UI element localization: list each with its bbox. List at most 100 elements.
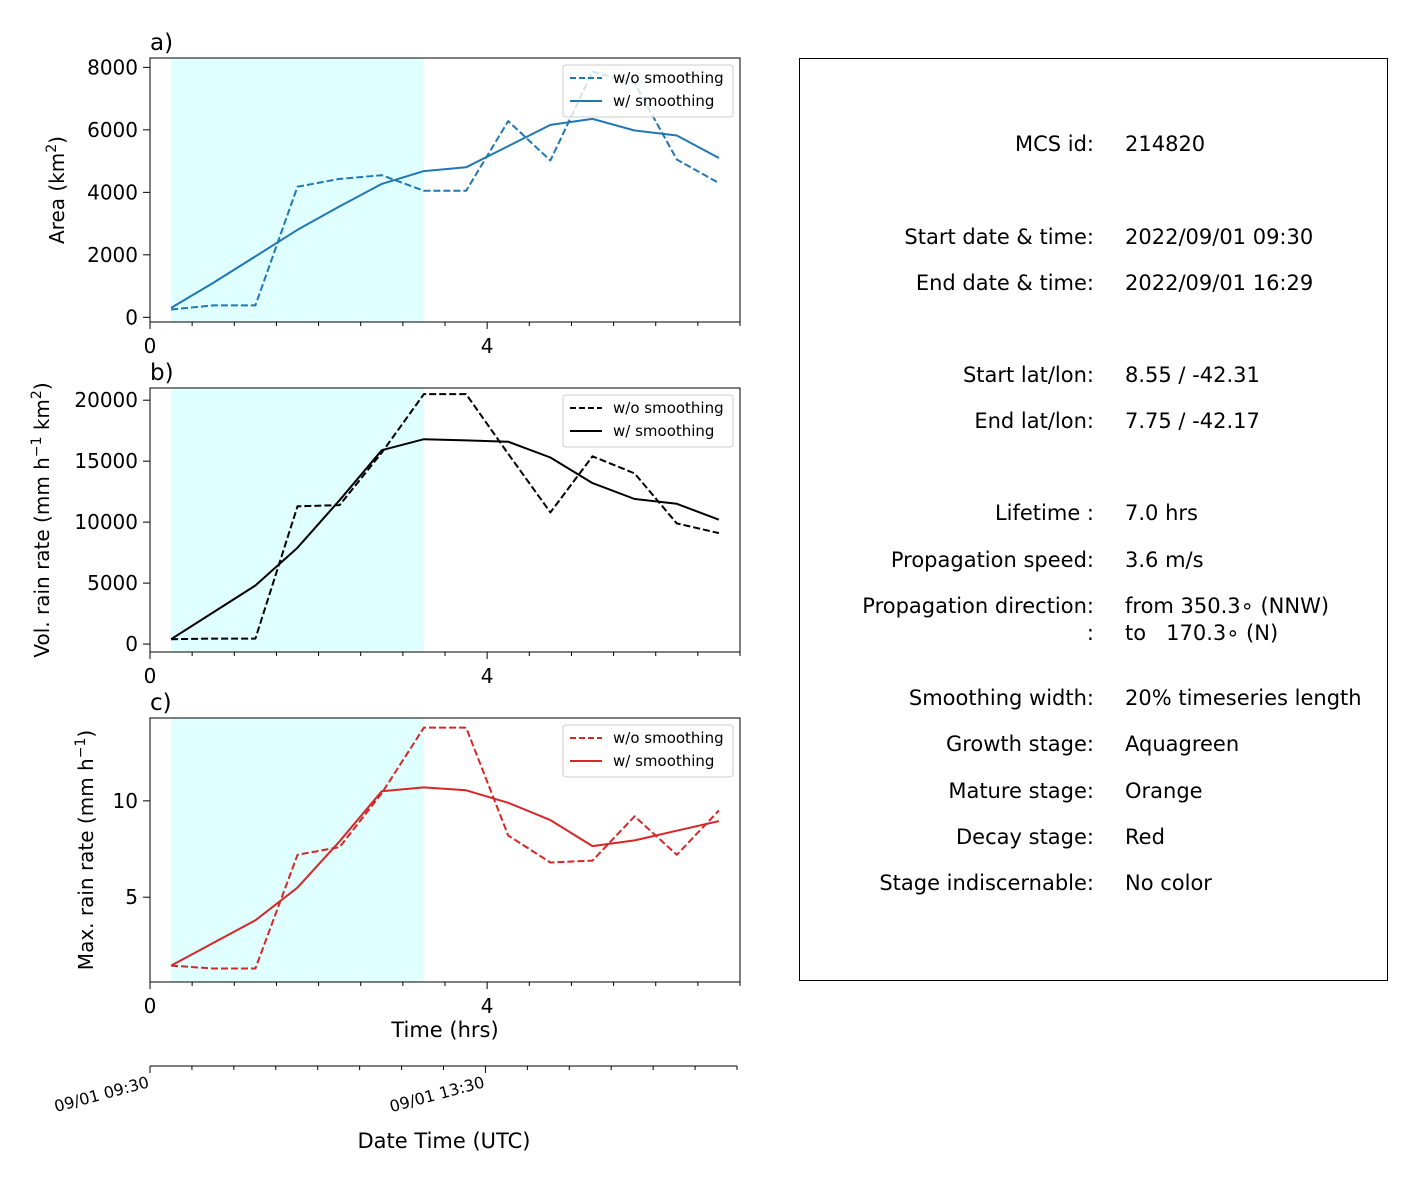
info-row: Propagation direction: from 350.3∘ (NNW) — [800, 593, 1389, 619]
info-row: MCS id: 214820 — [800, 131, 1389, 157]
legend-label: w/ smoothing — [613, 92, 714, 110]
y-tick-label: 10 — [113, 789, 138, 813]
panel-2: 0 4 0 5000 10000 15000 20000 b) Vol. rain rate (… — [29, 360, 741, 688]
info-row: Smoothing width: 20% timeseries length — [800, 685, 1389, 711]
x-tick-label: 4 — [481, 664, 494, 688]
series-line-smoothed — [170, 786, 720, 967]
y-tick-label: 10000 — [74, 510, 138, 534]
series-line-smoothed — [170, 438, 720, 641]
y-tick-label: 0 — [125, 305, 138, 329]
info-row: Stage indiscernable: No color — [800, 870, 1389, 896]
panel-letter: a) — [150, 30, 173, 56]
info-row: Start lat/lon: 8.55 / -42.31 — [800, 362, 1389, 388]
legend-label: w/ smoothing — [613, 752, 714, 770]
legend-label: w/o smoothing — [613, 69, 724, 87]
y-tick-label: 6000 — [87, 118, 138, 142]
info-value: to 170.3∘ (N) — [1125, 621, 1279, 645]
y-tick-label: 8000 — [87, 55, 138, 79]
info-row: Decay stage: Red — [800, 824, 1389, 850]
info-value: 2022/09/01 09:30 — [1125, 225, 1314, 249]
info-label: Stage indiscernable: — [879, 871, 1094, 895]
info-label: Lifetime : — [994, 501, 1094, 525]
info-label: Start date & time: — [904, 225, 1094, 249]
info-value: No color — [1125, 871, 1212, 895]
x-axis-label: Time (hrs) — [390, 1018, 498, 1042]
datetime-tick-label: 09/01 13:30 — [388, 1073, 487, 1117]
legend-box — [562, 394, 734, 448]
legend: w/o smoothing w/ smoothing — [562, 394, 734, 448]
panel-letter: c) — [150, 690, 172, 716]
y-tick-label: 5000 — [87, 571, 138, 595]
info-label: End lat/lon: — [974, 409, 1094, 433]
info-value: 2022/09/01 16:29 — [1125, 271, 1314, 295]
y-label-superscript: 2 — [29, 390, 45, 399]
info-value: 20% timeseries length — [1125, 686, 1362, 710]
y-tick-label: 5 — [125, 885, 138, 909]
legend-label: w/o smoothing — [613, 729, 724, 747]
y-axis-label: Vol. rain rate (mm h−1 km2) — [29, 382, 54, 657]
info-row: Lifetime : 7.0 hrs — [800, 500, 1389, 526]
y-tick-label: 4000 — [87, 180, 138, 204]
info-value: Aquagreen — [1125, 732, 1240, 756]
info-value: Red — [1125, 825, 1165, 849]
y-axis-label: Max. rain rate (mm h−1) — [73, 730, 98, 970]
info-row: Propagation speed: 3.6 m/s — [800, 547, 1389, 573]
info-value: 214820 — [1125, 132, 1206, 156]
y-label-text: Area (km — [45, 153, 69, 244]
info-value: 7.0 hrs — [1125, 501, 1198, 525]
info-label: Start lat/lon: — [962, 363, 1094, 387]
info-value: from 350.3∘ (NNW) — [1125, 594, 1330, 618]
legend-box — [562, 64, 734, 118]
y-label-text: Max. rain rate (mm h — [74, 758, 98, 970]
x-tick-label: 0 — [144, 334, 157, 358]
info-label: MCS id: — [1014, 132, 1094, 156]
growth-stage-shade — [171, 58, 424, 322]
y-tick-label: 2000 — [87, 243, 138, 267]
info-value: 7.75 / -42.17 — [1125, 409, 1260, 433]
y-label-superscript: 2 — [44, 144, 60, 153]
info-label: Mature stage: — [948, 779, 1094, 803]
y-axis-label: Area (km2) — [44, 136, 69, 244]
series-line-raw — [171, 393, 720, 641]
growth-stage-shade — [171, 388, 424, 652]
series-line-raw — [171, 726, 720, 970]
info-row: : to 170.3∘ (N) — [800, 620, 1389, 646]
legend-label: w/o smoothing — [613, 399, 724, 417]
info-label: : — [1086, 621, 1094, 645]
panel-letter: b) — [150, 360, 174, 386]
info-value: 3.6 m/s — [1125, 548, 1204, 572]
y-label-superscript: −1 — [29, 437, 45, 458]
y-label-text: ) — [45, 136, 69, 144]
legend: w/o smoothing w/ smoothing — [562, 724, 734, 778]
y-tick-label: 0 — [125, 632, 138, 656]
datetime-axis-label: Date Time (UTC) — [358, 1129, 531, 1153]
info-label: End date & time: — [915, 271, 1094, 295]
x-tick-label: 0 — [144, 664, 157, 688]
datetime-axis: 09/01 09:30 09/01 13:30 Date Time (UTC) — [52, 1065, 738, 1153]
legend-box — [562, 724, 734, 778]
info-row: Growth stage: Aquagreen — [800, 731, 1389, 757]
y-label-text: ) — [30, 382, 54, 390]
y-tick-label: 15000 — [74, 449, 138, 473]
mcs-info-panel: MCS id: 214820 Start date & time: 2022/09/0… — [799, 58, 1388, 981]
y-label-text: ) — [74, 730, 98, 738]
series-line-smoothed — [170, 117, 720, 309]
y-label-text: Vol. rain rate (mm h — [30, 457, 54, 658]
info-label: Propagation direction: — [862, 594, 1094, 618]
x-tick-label: 4 — [481, 334, 494, 358]
info-label: Growth stage: — [945, 732, 1094, 756]
info-row: End date & time: 2022/09/01 16:29 — [800, 270, 1389, 296]
info-label: Smoothing width: — [908, 686, 1094, 710]
info-row: Mature stage: Orange — [800, 778, 1389, 804]
y-tick-label: 20000 — [74, 388, 138, 412]
growth-stage-shade — [171, 718, 424, 982]
info-value: Orange — [1125, 779, 1203, 803]
info-row: Start date & time: 2022/09/01 09:30 — [800, 224, 1389, 250]
info-row: End lat/lon: 7.75 / -42.17 — [800, 408, 1389, 434]
y-label-superscript: −1 — [73, 738, 89, 759]
datetime-tick-label: 09/01 09:30 — [52, 1073, 151, 1117]
x-tick-label: 0 — [144, 994, 157, 1018]
panel-3: 0 4 5 10 c) Max. rain rate (mm h−1) w/o smooth… — [73, 690, 741, 1042]
x-tick-label: 4 — [481, 994, 494, 1018]
